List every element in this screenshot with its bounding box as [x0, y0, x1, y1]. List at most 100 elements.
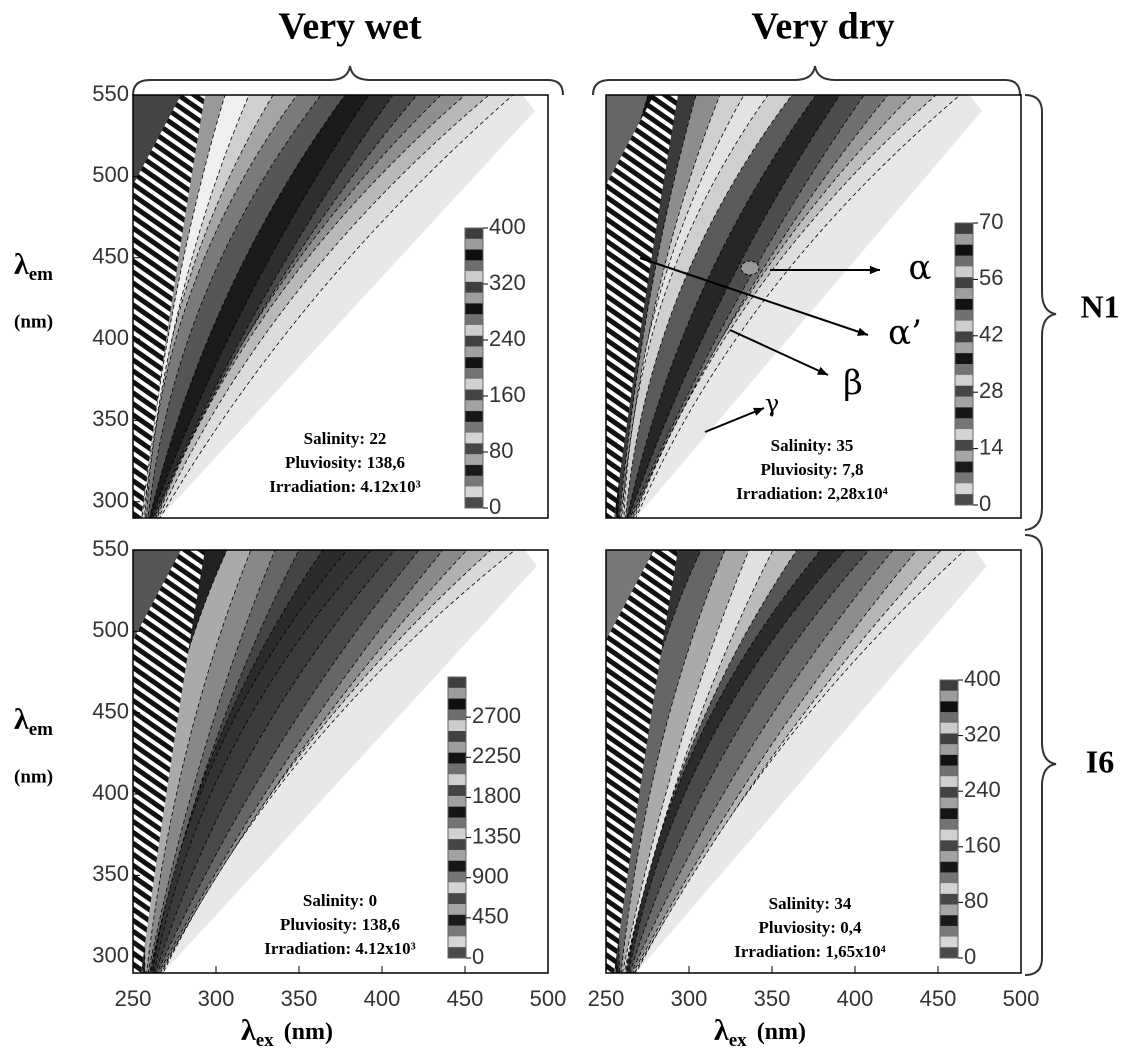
- colorbar-stripe: [955, 298, 973, 311]
- colorbar-stripe: [955, 385, 973, 398]
- colorbar-stripe: [465, 249, 483, 261]
- colorbar-stripe: [940, 797, 958, 809]
- annotation: Salinity: 0: [303, 891, 377, 910]
- colorbar-stripe: [955, 483, 973, 495]
- arrow: [729, 329, 829, 376]
- annotation: Salinity: 22: [304, 429, 387, 448]
- y-label-subscript: em: [29, 719, 53, 740]
- colorbar-stripe: [940, 776, 958, 788]
- colorbar-stripe: [465, 335, 483, 347]
- y-label-symbol: λ: [14, 703, 29, 736]
- colorbar-frame: [939, 679, 959, 959]
- colorbar-stripe: [448, 709, 466, 721]
- colorbar-stripe: [940, 829, 958, 841]
- colorbar-tick-label: 240: [489, 326, 526, 351]
- colorbar-stripe: [448, 806, 466, 818]
- colorbar-stripe: [940, 947, 958, 959]
- colorbar-stripe: [448, 914, 466, 927]
- colorbar-stripe: [955, 472, 973, 484]
- colorbar-stripe: [465, 486, 483, 498]
- colorbar-stripe: [955, 396, 973, 408]
- colorbar-tick-label: 0: [979, 491, 991, 516]
- annotation: Irradiation: 4.12x10³: [269, 477, 420, 496]
- colorbar-stripe: [940, 701, 958, 713]
- colorbar-stripe: [465, 271, 483, 283]
- colorbar-stripe: [465, 411, 483, 423]
- y-tick-label: 400: [92, 780, 129, 805]
- peak-marker: [740, 260, 760, 276]
- arrow-head: [753, 407, 764, 416]
- column-title: Very dry: [751, 6, 894, 48]
- colorbar-stripe: [448, 882, 466, 894]
- colorbar-stripe: [448, 774, 466, 786]
- x-tick-label: 500: [530, 986, 567, 1011]
- x-tick-label: 400: [837, 986, 874, 1011]
- colorbar-stripe: [465, 260, 483, 272]
- colorbar-tick-label: 400: [964, 666, 1001, 691]
- annotation: Irradiation: 1,65x10⁴: [734, 942, 885, 961]
- arrow: [704, 407, 765, 433]
- colorbar-stripe: [955, 439, 973, 452]
- y-label-symbol: λ: [14, 248, 29, 281]
- colorbar-tick-label: 320: [964, 721, 1001, 746]
- colorbar-tick-label: 14: [979, 434, 1003, 459]
- arrow: [639, 257, 869, 336]
- colorbar-stripe: [940, 722, 958, 734]
- colorbar-stripe: [940, 733, 958, 745]
- arrow-head: [857, 327, 868, 336]
- colorbar-stripe: [448, 893, 466, 905]
- x-label-symbol: λ: [241, 1014, 256, 1047]
- colorbar-stripe: [448, 763, 466, 775]
- colorbar-tick-label: 80: [489, 438, 513, 463]
- colorbar-tick-label: 400: [489, 214, 526, 239]
- annotation: Pluviosity: 0,4: [759, 918, 862, 937]
- y-tick-label: 300: [92, 488, 129, 513]
- colorbar-stripe: [940, 883, 958, 895]
- colorbar-stripe: [465, 389, 483, 401]
- annotation: Irradiation: 2,28x10⁴: [736, 484, 887, 503]
- colorbar-stripe: [940, 765, 958, 777]
- colorbar-stripe: [465, 421, 483, 434]
- colorbar-stripe: [448, 752, 466, 764]
- colorbar-tick-label: 42: [979, 322, 1003, 347]
- colorbar-stripe: [940, 786, 958, 799]
- colorbar-stripe: [940, 904, 958, 916]
- colorbar-stripe: [448, 839, 466, 851]
- colorbar-tick-label: 450: [472, 904, 509, 929]
- colorbar-stripe: [940, 744, 958, 756]
- x-tick-label: 350: [281, 986, 318, 1011]
- contour-field: [133, 550, 537, 973]
- peak-label: β: [843, 363, 863, 403]
- colorbar-stripe: [955, 353, 973, 365]
- colorbar-stripe: [955, 450, 973, 463]
- y-tick-label: 450: [92, 244, 129, 269]
- colorbar-stripe: [448, 795, 466, 808]
- x-tick-label: 350: [754, 986, 791, 1011]
- contour-field: [606, 95, 982, 518]
- colorbar-stripe: [940, 690, 958, 702]
- colorbar-stripe: [465, 497, 483, 509]
- colorbar-stripe: [465, 368, 483, 380]
- colorbar-stripe: [465, 357, 483, 369]
- colorbar-stripe: [940, 754, 958, 767]
- hatched-region: [606, 550, 678, 973]
- colorbar-stripe: [448, 687, 466, 700]
- x-tick-label: 300: [671, 986, 708, 1011]
- annotation: Salinity: 34: [769, 894, 852, 913]
- x-tick-label: 250: [115, 986, 152, 1011]
- plot-frame: [132, 549, 549, 974]
- colorbar-stripe: [955, 429, 973, 441]
- hatched-region: [133, 95, 205, 518]
- colorbar-tick-label: 80: [964, 888, 988, 913]
- y-tick-label: 500: [92, 617, 129, 642]
- colorbar-stripe: [448, 741, 466, 754]
- colorbar-tick-label: 900: [472, 864, 509, 889]
- contour-field: [133, 95, 535, 518]
- colorbar-stripe: [465, 475, 483, 487]
- annotation: Pluviosity: 138,6: [285, 453, 405, 472]
- y-tick-label: 400: [92, 325, 129, 350]
- colorbar-stripe: [940, 872, 958, 884]
- colorbar-tick-label: 28: [979, 378, 1003, 403]
- colorbar-stripe: [955, 342, 973, 354]
- y-tick-label: 450: [92, 699, 129, 724]
